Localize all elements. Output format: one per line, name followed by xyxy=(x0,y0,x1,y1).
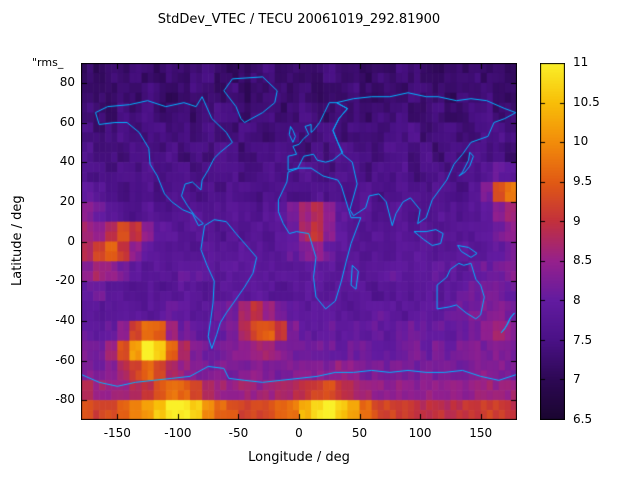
colorbar-tick-label: 10.5 xyxy=(573,94,600,109)
y-tick-label: 60 xyxy=(59,114,75,129)
y-tick-label: -80 xyxy=(55,392,75,407)
y-tick-label: 0 xyxy=(67,233,75,248)
x-tick-label: -100 xyxy=(164,426,192,440)
y-tick-label: -60 xyxy=(55,352,75,367)
colorbar-tick-label: 8 xyxy=(573,293,581,307)
x-tick-label: 0 xyxy=(295,426,303,440)
x-tick-label: 150 xyxy=(469,426,493,440)
corner-annotation: "rms_ xyxy=(32,56,64,69)
y-tick-label: 40 xyxy=(59,154,75,169)
colorbar-tick-label: 7.5 xyxy=(573,332,593,347)
x-tick-label: -150 xyxy=(103,426,131,440)
y-tick-label: 80 xyxy=(59,74,75,89)
x-tick-label: -50 xyxy=(228,426,249,440)
y-tick-label: -40 xyxy=(55,312,75,327)
colorbar-tick-label: 7 xyxy=(573,372,581,387)
x-tick-label: 100 xyxy=(408,426,432,440)
chart-title: StdDev_VTEC / TECU 20061019_292.81900 xyxy=(157,12,441,27)
colorbar-tick-label: 9.5 xyxy=(573,174,593,188)
colorbar xyxy=(540,63,565,420)
colorbar-tick-label: 6.5 xyxy=(573,412,593,426)
colorbar-tick-label: 10 xyxy=(573,134,589,149)
x-axis-label: Longitude / deg xyxy=(248,450,350,465)
y-axis-label: Latitude / deg xyxy=(10,195,25,286)
y-tick-label: 20 xyxy=(59,193,75,208)
heatmap-plot-area xyxy=(81,63,517,420)
colorbar-tick-label: 11 xyxy=(573,55,589,69)
x-tick-label: 50 xyxy=(351,426,368,440)
y-tick-label: -20 xyxy=(55,273,75,288)
colorbar-tick-label: 9 xyxy=(573,213,581,228)
colorbar-tick-label: 8.5 xyxy=(573,253,593,268)
